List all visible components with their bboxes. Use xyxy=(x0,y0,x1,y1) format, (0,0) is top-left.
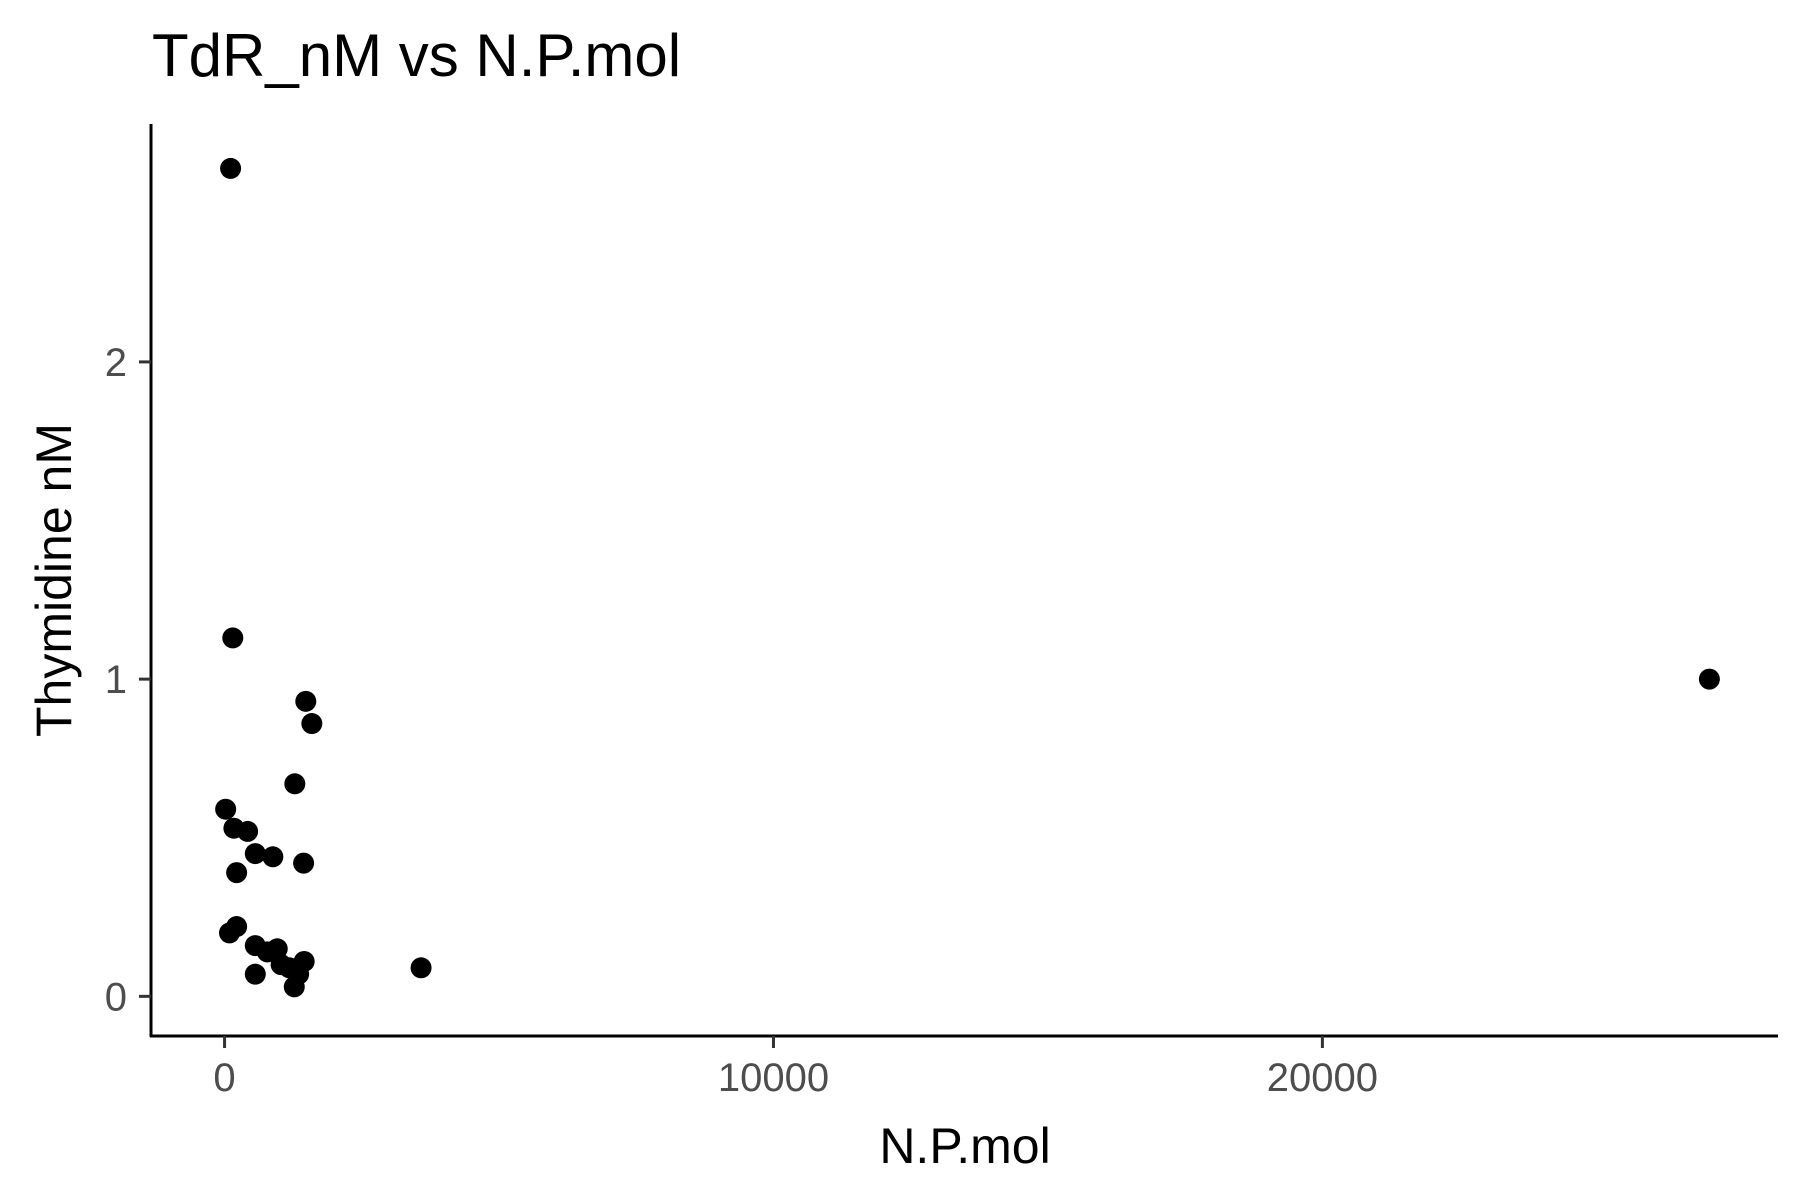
y-tick-label: 0 xyxy=(105,975,127,1019)
data-point xyxy=(266,938,288,960)
x-axis-ticks: 0 10000 20000 xyxy=(213,1036,1378,1100)
data-point xyxy=(410,957,432,979)
chart-title: TdR_nM vs N.P.mol xyxy=(152,22,681,89)
y-axis-ticks: 0 1 2 xyxy=(105,341,151,1019)
x-tick-label: 20000 xyxy=(1267,1056,1378,1100)
y-axis-title: Thymidine nM xyxy=(26,423,82,737)
data-point xyxy=(244,963,266,985)
data-point xyxy=(1698,668,1720,690)
y-tick-label: 2 xyxy=(105,341,127,385)
y-tick-label: 1 xyxy=(105,658,127,702)
data-point xyxy=(218,922,240,944)
data-point xyxy=(262,846,284,868)
x-tick-label: 0 xyxy=(213,1056,235,1100)
x-axis-title: N.P.mol xyxy=(879,1118,1050,1174)
data-points xyxy=(215,157,1720,998)
data-point xyxy=(283,976,305,998)
x-tick-label: 10000 xyxy=(718,1056,829,1100)
data-point xyxy=(293,852,315,874)
data-point xyxy=(222,627,244,649)
data-point xyxy=(220,157,242,179)
data-point xyxy=(284,773,306,795)
data-point xyxy=(295,690,317,712)
data-point xyxy=(237,820,259,842)
data-point xyxy=(244,843,266,865)
data-point xyxy=(301,713,323,735)
data-point xyxy=(226,862,248,884)
data-point xyxy=(215,798,237,820)
